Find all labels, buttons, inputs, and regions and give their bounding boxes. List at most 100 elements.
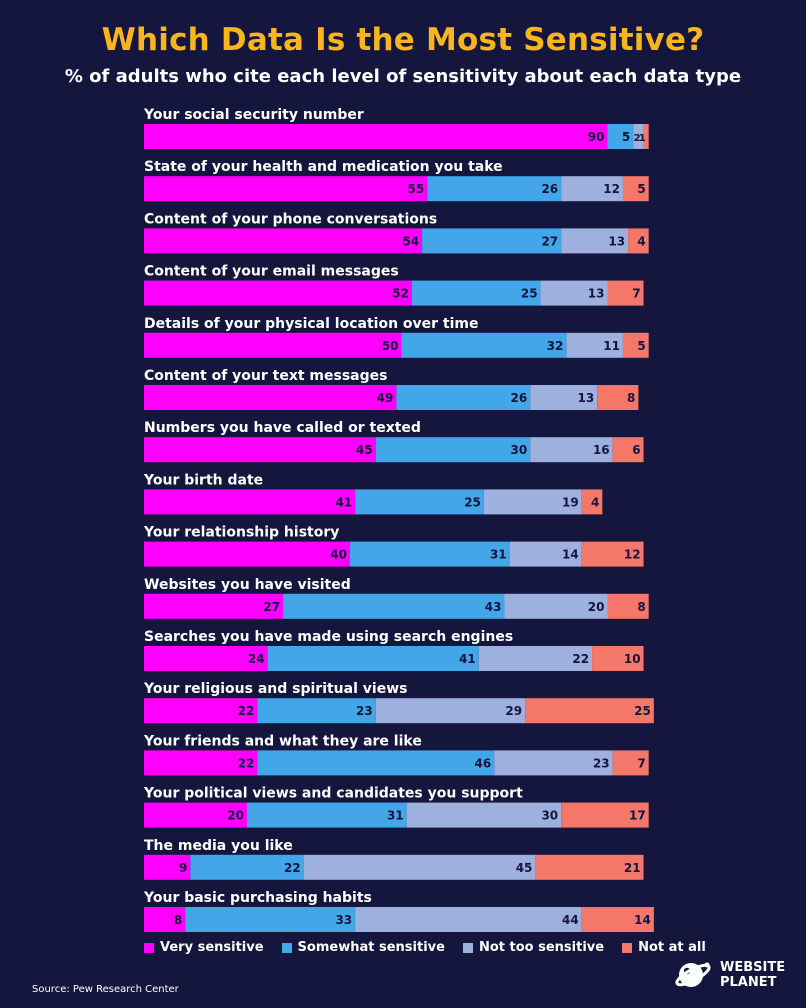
bar-not-at-all-content-of-your-email-messages [607, 280, 644, 306]
value-label-very-sensitive-state-of-your-health-and-medication-you-take: 55 [408, 182, 425, 196]
value-label-not-at-all-state-of-your-health-and-medication-you-take: 5 [637, 182, 645, 196]
value-label-not-too-sensitive-your-social-security-number: 2 [634, 133, 641, 144]
category-label-your-social-security-number: Your social security number [143, 107, 364, 123]
bar-not-too-sensitive-your-social-security-number [633, 124, 644, 149]
legend-item-not-too-sensitive: Not too sensitive [462, 940, 605, 955]
value-label-not-at-all-details-of-your-physical-location-over-time: 5 [637, 339, 645, 353]
category-label-the-media-you-like: The media you like [144, 838, 293, 854]
category-label-content-of-your-text-messages: Content of your text messages [144, 368, 387, 384]
source-note: Source: Pew Research Center [32, 984, 179, 995]
value-label-not-at-all-content-of-your-phone-conversations: 4 [637, 234, 645, 248]
value-label-very-sensitive-your-basic-purchasing-habits: 8 [174, 913, 182, 927]
bar-not-too-sensitive-websites-you-have-visited [504, 593, 608, 619]
value-label-very-sensitive-numbers-you-have-called-or-texted: 45 [356, 443, 373, 457]
value-label-somewhat-sensitive-content-of-your-email-messages: 25 [521, 287, 538, 301]
value-label-not-too-sensitive-websites-you-have-visited: 20 [588, 600, 605, 614]
bar-not-too-sensitive-content-of-your-email-messages [540, 280, 608, 306]
bar-not-too-sensitive-content-of-your-text-messages [530, 385, 598, 410]
bar-somewhat-sensitive-the-media-you-like [190, 854, 304, 880]
bar-very-sensitive-the-media-you-like [144, 854, 191, 880]
bar-very-sensitive-your-basic-purchasing-habits [144, 907, 186, 932]
legend-item-not-at-all: Not at all [622, 940, 706, 955]
bar-not-too-sensitive-your-birth-date [483, 489, 582, 515]
brand-logo: WEBSITE PLANET [674, 958, 785, 992]
chart-subtitle: % of adults who cite each level of sensi… [64, 66, 742, 87]
value-label-not-at-all-the-media-you-like: 21 [624, 861, 641, 875]
value-label-somewhat-sensitive-numbers-you-have-called-or-texted: 30 [511, 443, 528, 457]
value-label-not-too-sensitive-the-media-you-like: 45 [516, 861, 533, 875]
bar-not-at-all-the-media-you-like [535, 854, 644, 880]
category-label-searches-you-have-made-using-search-engines: Searches you have made using search engi… [144, 629, 513, 645]
bar-somewhat-sensitive-content-of-your-text-messages [396, 385, 531, 410]
category-label-your-religious-and-spiritual-views: Your religious and spiritual views [143, 681, 407, 697]
bar-not-at-all-content-of-your-text-messages [597, 385, 639, 410]
value-label-not-too-sensitive-details-of-your-physical-location-over-time: 11 [603, 339, 620, 353]
category-label-your-basic-purchasing-habits: Your basic purchasing habits [143, 890, 372, 906]
bar-very-sensitive-websites-you-have-visited [144, 593, 284, 619]
bar-not-at-all-content-of-your-phone-conversations [628, 228, 649, 254]
value-label-not-too-sensitive-state-of-your-health-and-medication-you-take: 12 [603, 182, 620, 196]
value-label-very-sensitive-your-relationship-history: 40 [330, 548, 347, 562]
value-label-very-sensitive-your-religious-and-spiritual-views: 22 [238, 704, 255, 718]
legend-label-very-sensitive: Very sensitive [160, 940, 264, 955]
value-label-not-at-all-your-relationship-history: 12 [624, 548, 641, 562]
value-label-very-sensitive-your-friends-and-what-they-are-like: 22 [238, 756, 255, 770]
legend-swatch-somewhat-sensitive [281, 942, 292, 953]
value-label-somewhat-sensitive-your-birth-date: 25 [464, 495, 481, 509]
bar-not-at-all-your-birth-date [581, 489, 603, 515]
category-label-your-birth-date: Your birth date [143, 472, 263, 488]
bar-very-sensitive-your-friends-and-what-they-are-like [144, 750, 258, 776]
legend-label-not-at-all: Not at all [638, 940, 706, 955]
planet-logo-icon [675, 962, 711, 987]
value-label-somewhat-sensitive-your-basic-purchasing-habits: 33 [335, 913, 352, 927]
value-label-not-too-sensitive-your-relationship-history: 14 [562, 548, 579, 562]
value-label-very-sensitive-content-of-your-text-messages: 49 [377, 391, 394, 405]
brand-line-1: WEBSITE [720, 960, 786, 975]
value-label-somewhat-sensitive-the-media-you-like: 22 [284, 861, 301, 875]
value-label-not-too-sensitive-content-of-your-phone-conversations: 13 [608, 234, 625, 248]
value-label-not-at-all-your-religious-and-spiritual-views: 25 [634, 704, 651, 718]
value-label-not-too-sensitive-your-birth-date: 19 [562, 495, 579, 509]
bar-somewhat-sensitive-your-social-security-number [607, 124, 634, 149]
value-label-somewhat-sensitive-your-relationship-history: 31 [490, 548, 507, 562]
value-label-not-at-all-content-of-your-text-messages: 8 [627, 391, 635, 405]
legend-swatch-very-sensitive [144, 942, 154, 953]
value-label-not-at-all-your-birth-date: 4 [591, 495, 599, 509]
legend-swatch-not-at-all [622, 942, 633, 953]
bar-somewhat-sensitive-your-friends-and-what-they-are-like [257, 750, 495, 776]
value-label-not-too-sensitive-your-friends-and-what-they-are-like: 23 [593, 756, 610, 770]
value-label-not-at-all-numbers-you-have-called-or-texted: 6 [632, 443, 640, 457]
bar-not-at-all-your-social-security-number [643, 124, 649, 149]
value-label-not-too-sensitive-your-political-views-and-candidates-you-support: 30 [541, 809, 558, 823]
value-label-very-sensitive-details-of-your-physical-location-over-time: 50 [382, 339, 399, 353]
bar-very-sensitive-your-birth-date [144, 489, 356, 515]
value-label-very-sensitive-content-of-your-email-messages: 52 [392, 287, 409, 301]
bar-somewhat-sensitive-content-of-your-phone-conversations [422, 228, 562, 254]
bar-somewhat-sensitive-state-of-your-health-and-medication-you-take [427, 176, 562, 202]
legend-item-very-sensitive: Very sensitive [144, 940, 264, 955]
bar-very-sensitive-your-relationship-history [144, 541, 350, 567]
bar-not-at-all-your-friends-and-what-they-are-like [612, 750, 649, 776]
bar-somewhat-sensitive-your-basic-purchasing-habits [185, 907, 356, 932]
category-label-your-friends-and-what-they-are-like: Your friends and what they are like [143, 733, 422, 749]
legend-swatch-not-too-sensitive [462, 942, 473, 953]
value-label-very-sensitive-the-media-you-like: 9 [179, 861, 187, 875]
bar-not-at-all-your-religious-and-spiritual-views [525, 698, 654, 724]
value-label-not-at-all-your-basic-purchasing-habits: 14 [634, 913, 651, 927]
legend-label-somewhat-sensitive: Somewhat sensitive [297, 940, 445, 955]
bar-very-sensitive-content-of-your-text-messages [144, 385, 397, 410]
value-label-somewhat-sensitive-your-friends-and-what-they-are-like: 46 [474, 756, 491, 770]
brand-text: WEBSITE PLANET [720, 960, 785, 990]
bar-not-too-sensitive-your-basic-purchasing-habits [355, 907, 582, 932]
value-label-not-at-all-your-friends-and-what-they-are-like: 7 [637, 756, 645, 770]
legend-label-not-too-sensitive: Not too sensitive [478, 940, 605, 955]
bar-not-at-all-your-political-views-and-candidates-you-support [561, 802, 649, 828]
bar-not-at-all-your-relationship-history [581, 541, 644, 567]
bar-somewhat-sensitive-websites-you-have-visited [283, 593, 505, 619]
chart-title: Which Data Is the Most Sensitive? [101, 22, 705, 58]
legend-item-somewhat-sensitive: Somewhat sensitive [281, 940, 445, 955]
value-label-somewhat-sensitive-your-social-security-number: 5 [622, 130, 630, 144]
legend: Very sensitive Somewhat sensitive Not to… [144, 940, 706, 955]
value-label-not-at-all-content-of-your-email-messages: 7 [632, 287, 640, 301]
